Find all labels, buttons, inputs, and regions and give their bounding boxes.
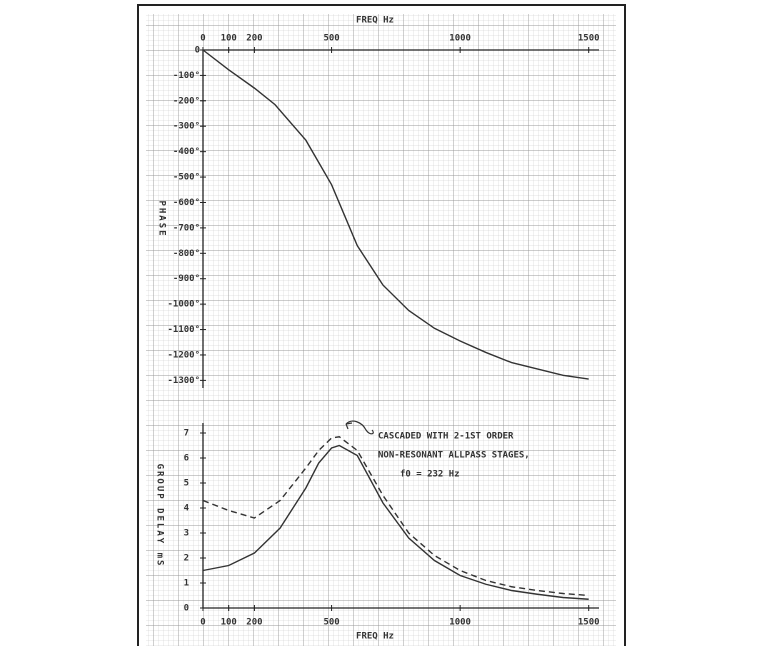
- x-axis-label: FREQ Hz: [356, 632, 394, 642]
- annotation-arrow: [345, 420, 374, 435]
- y-tick-label: -600°: [173, 198, 200, 208]
- y-tick-label: 0: [184, 604, 189, 614]
- y-tick-label: 4: [184, 504, 190, 514]
- y-tick-label: 7: [184, 429, 189, 439]
- x-tick-label: 200: [246, 618, 262, 628]
- annotation: NON-RESONANT ALLPASS STAGES,: [378, 451, 530, 461]
- x-tick-label: 200: [246, 34, 262, 44]
- x-tick-label: 100: [221, 34, 237, 44]
- y-tick-label: -200°: [173, 96, 200, 106]
- x-tick-label: 0: [200, 618, 205, 628]
- x-tick-label: 1000: [449, 618, 471, 628]
- y-tick-label: -800°: [173, 249, 200, 259]
- y-tick-label: -1200°: [167, 350, 200, 360]
- y-tick-label: 0: [195, 46, 200, 56]
- y-tick-label: 5: [184, 479, 189, 489]
- y-tick-label: 6: [184, 454, 189, 464]
- y-tick-label: -1000°: [167, 300, 200, 310]
- x-tick-label: 500: [323, 618, 339, 628]
- y-tick-label: -700°: [173, 223, 200, 233]
- data-line: [202, 49, 589, 380]
- y-axis-label: GROUP DELAY mS: [155, 464, 165, 568]
- annotation: f0 = 232 Hz: [400, 470, 460, 480]
- y-tick-label: -300°: [173, 122, 200, 132]
- x-tick-label: 500: [323, 34, 339, 44]
- y-tick-label: 1: [184, 579, 189, 589]
- y-axis-label: PHASE: [157, 200, 167, 237]
- graph-grid: [146, 14, 616, 646]
- x-tick-label: 1500: [578, 34, 600, 44]
- annotation: CASCADED WITH 2-1ST ORDER: [378, 432, 514, 442]
- y-tick-label: -400°: [173, 147, 200, 157]
- y-tick-label: 2: [184, 554, 189, 564]
- y-tick-label: -1100°: [167, 325, 200, 335]
- data-line: [202, 436, 589, 597]
- y-tick-label: 3: [184, 529, 189, 539]
- y-tick-label: -1300°: [167, 376, 200, 386]
- x-tick-label: 1500: [578, 618, 600, 628]
- y-tick-label: -900°: [173, 274, 200, 284]
- x-tick-label: 100: [221, 618, 237, 628]
- data-line: [202, 444, 589, 600]
- x-axis-label: FREQ Hz: [356, 16, 394, 26]
- y-tick-label: -500°: [173, 173, 200, 183]
- arrow-head: [345, 422, 353, 430]
- y-tick-label: -100°: [173, 71, 200, 81]
- x-tick-label: 1000: [449, 34, 471, 44]
- x-tick-label: 0: [200, 34, 205, 44]
